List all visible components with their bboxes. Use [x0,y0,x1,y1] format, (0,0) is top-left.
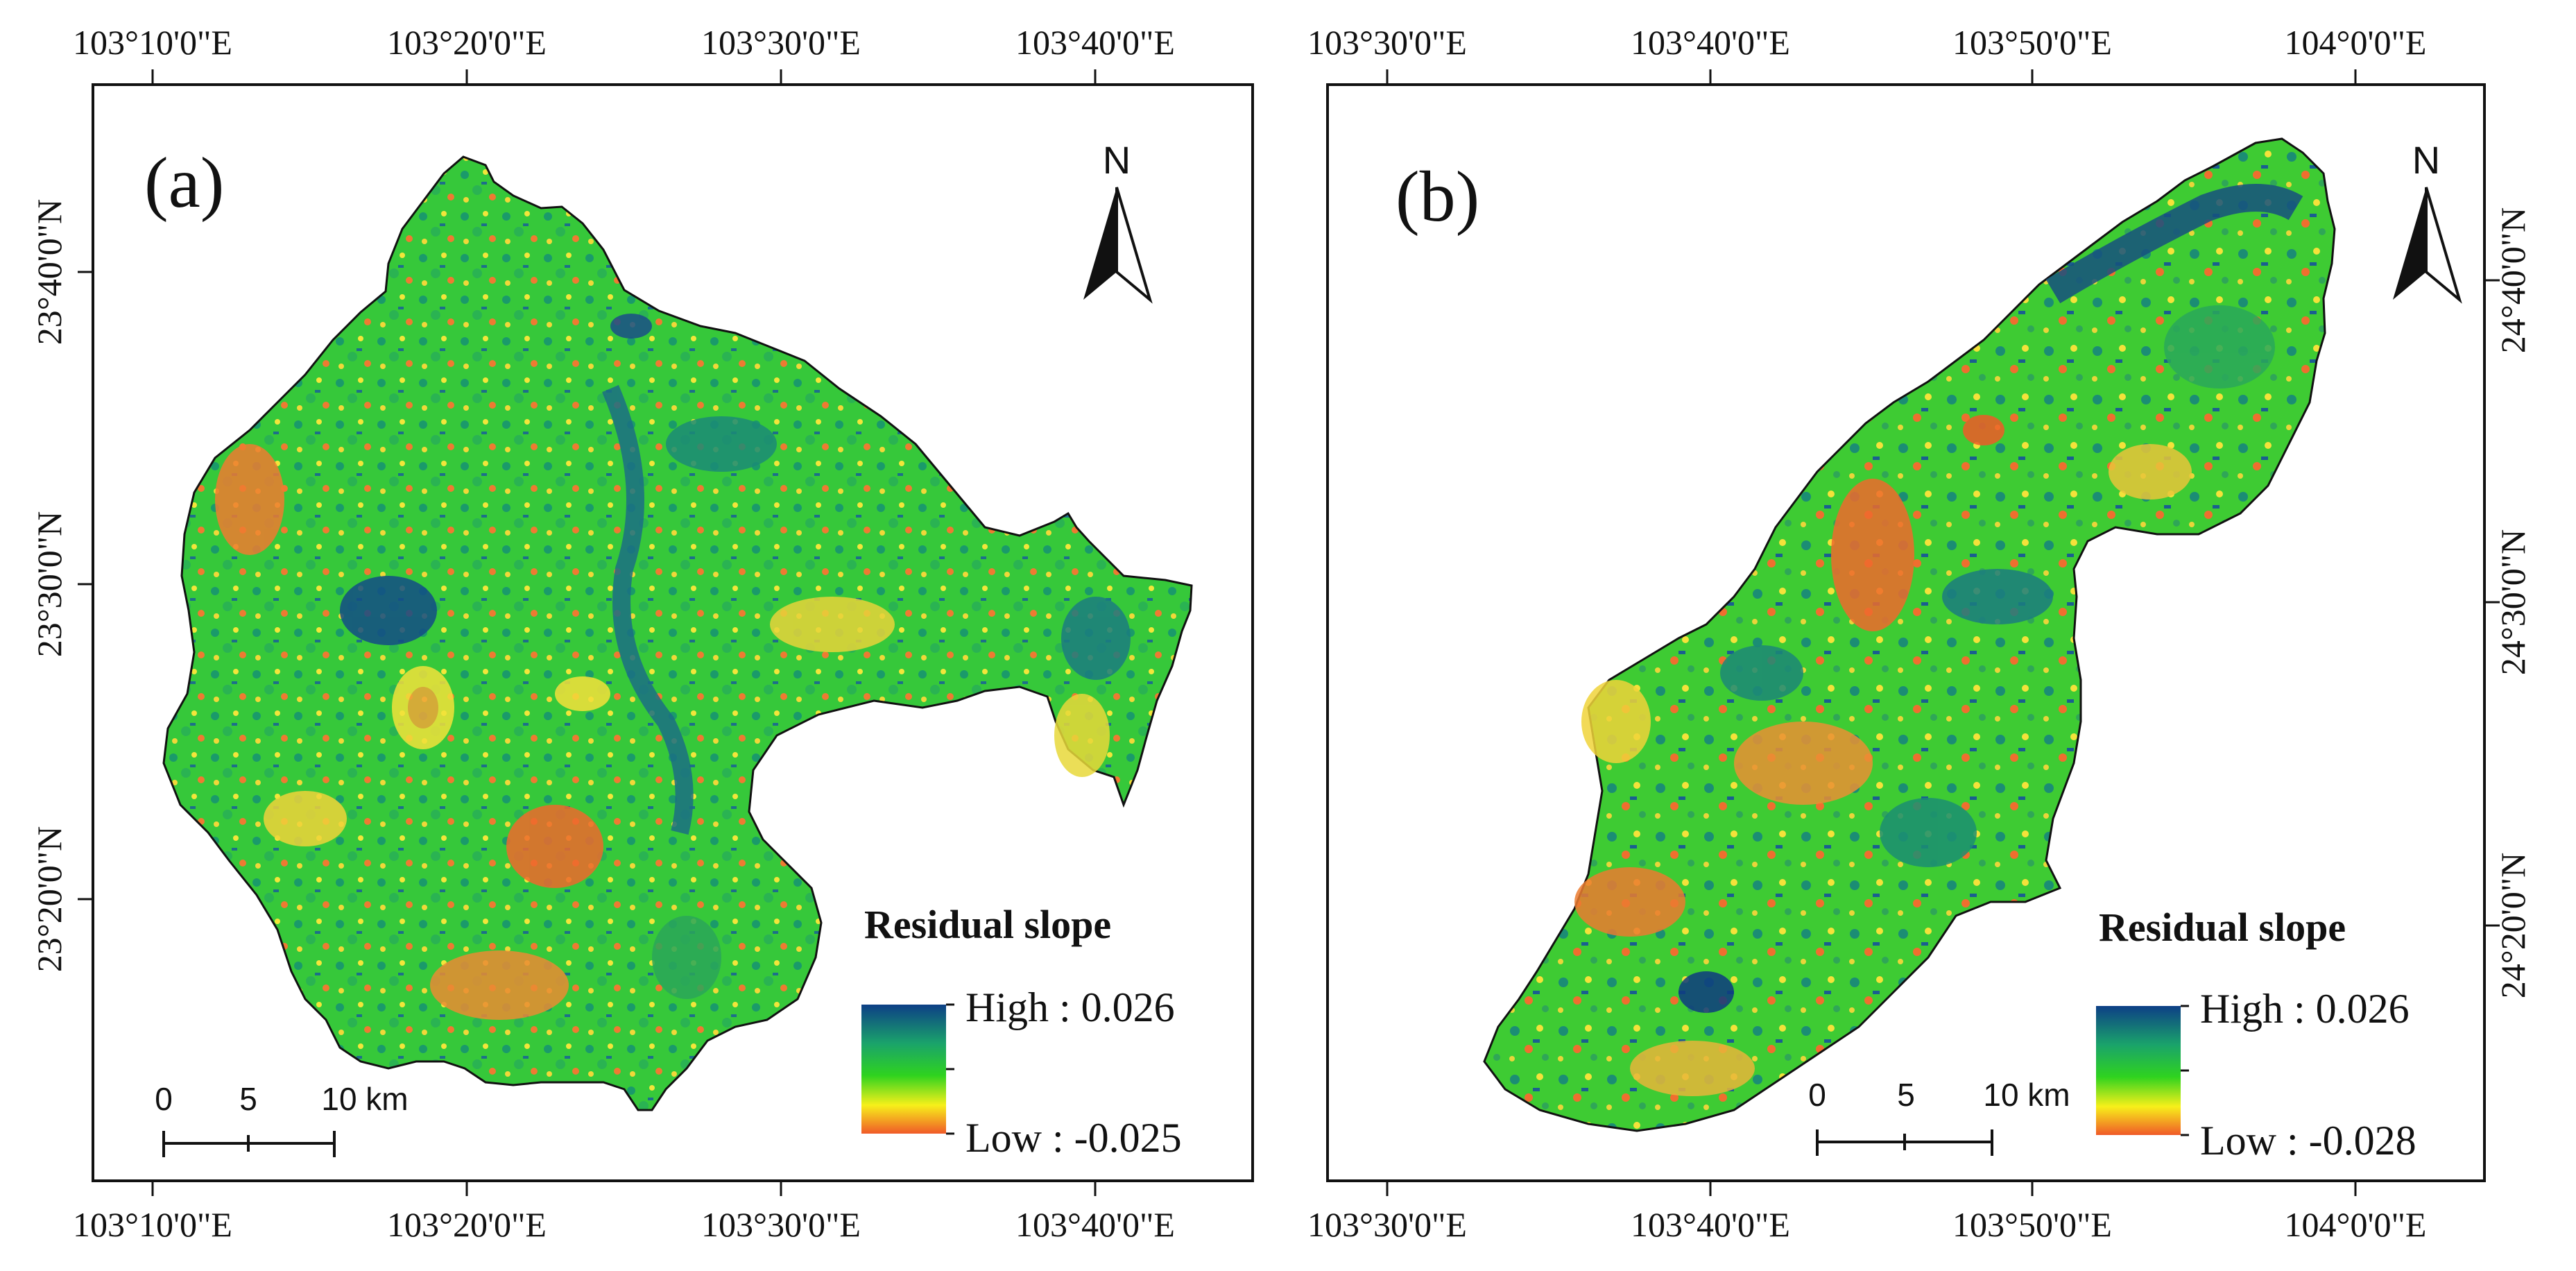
panel-b-lat-2: 24°30'0"N [2493,529,2532,676]
north-arrow-icon [2393,187,2426,300]
panel-b-label: (b) [1396,157,1479,237]
panel-a-raster-patches [215,314,1131,1020]
panel-b-top-lon-4: 104°0'0"E [2285,23,2427,62]
panel-a-top-lon-4: 103°40'0"E [1015,23,1175,62]
panel-b-scale-0: 0 [1808,1077,1826,1113]
panel-a: 103°10'0"E 103°20'0"E 103°30'0"E 103°40'… [30,23,1254,1244]
panel-a-top-lon-3: 103°30'0"E [701,23,861,62]
panel-a-bottom-lon-1: 103°10'0"E [73,1205,232,1244]
panel-b-lat-3: 24°20'0"N [2493,853,2532,999]
panel-b-legend-ramp [2096,1006,2181,1135]
panel-b-bottom-lon-4: 104°0'0"E [2285,1205,2427,1244]
panel-a-top-lon-1: 103°10'0"E [73,23,232,62]
panel-b-legend-title: Residual slope [2099,905,2346,950]
panel-a-label: (a) [144,143,224,223]
panel-b-raster-patches [1574,184,2303,1096]
panel-b-north-arrow: N [2393,138,2462,304]
panel-a-scale-10: 10 km [321,1081,408,1117]
north-arrow-icon-outline [2425,187,2462,304]
panel-a-scale-5: 5 [239,1081,257,1117]
panel-a-bottom-lon-2: 103°20'0"E [387,1205,547,1244]
panel-a-legend: Residual slope High : 0.026 Low : -0.025 [861,902,1182,1161]
panel-a-study-area [162,155,1193,1111]
panel-a-legend-title: Residual slope [864,902,1111,947]
panel-b-legend-high: High : 0.026 [2200,986,2410,1032]
panel-a-lat-3: 23°20'0"N [30,826,69,973]
panel-a-top-lon-2: 103°20'0"E [387,23,547,62]
panel-b-study-area [1483,137,2336,1132]
panel-a-frame [92,83,1254,1182]
panel-a-bottom-lon-4: 103°40'0"E [1015,1205,1175,1244]
panel-b-scale-bar: 0 5 10 km [1808,1077,2070,1156]
panel-a-top-ticks [151,69,1097,85]
panel-b-top-ticks [1386,69,2357,85]
panel-b-frame [1326,83,2486,1182]
panel-a-scale-bar: 0 5 10 km [155,1081,409,1157]
panel-b-right-ticks [2484,279,2500,927]
north-arrow-icon [1083,187,1117,300]
panel-a-lat-2: 23°30'0"N [30,511,69,658]
panel-b-bottom-lon-3: 103°50'0"E [1952,1205,2112,1244]
panel-b-bottom-lon-1: 103°30'0"E [1307,1205,1467,1244]
panel-b-top-lon-1: 103°30'0"E [1307,23,1467,62]
panel-a-bottom-ticks [151,1181,1097,1196]
panel-a-left-ticks [78,271,93,901]
panel-b-scale-10: 10 km [1983,1077,2070,1113]
panel-b-scale-5: 5 [1897,1077,1915,1113]
panel-a-legend-low: Low : -0.025 [965,1115,1182,1161]
panel-a-bottom-lon-3: 103°30'0"E [701,1205,861,1244]
panel-b-legend-low: Low : -0.028 [2200,1118,2416,1163]
panel-a-legend-ramp [861,1005,946,1134]
panel-b-top-lon-2: 103°40'0"E [1631,23,1790,62]
panel-b-top-lon-3: 103°50'0"E [1952,23,2112,62]
panel-a-legend-high: High : 0.026 [965,984,1175,1030]
panel-a-north-letter: N [1103,138,1131,182]
north-arrow-icon-outline [1115,187,1153,304]
panel-b-north-letter: N [2412,138,2440,182]
panel-b-lat-1: 24°40'0"N [2493,207,2532,354]
panel-a-north-arrow: N [1083,138,1153,304]
panel-a-lat-1: 23°40'0"N [30,199,69,346]
panel-b-legend: Residual slope High : 0.026 Low : -0.028 [2096,905,2416,1163]
panel-b: 103°30'0"E 103°40'0"E 103°50'0"E 104°0'0… [1307,23,2532,1244]
panel-b-bottom-ticks [1386,1181,2357,1196]
panel-a-scale-0: 0 [155,1081,173,1117]
panel-b-bottom-lon-2: 103°40'0"E [1631,1205,1790,1244]
